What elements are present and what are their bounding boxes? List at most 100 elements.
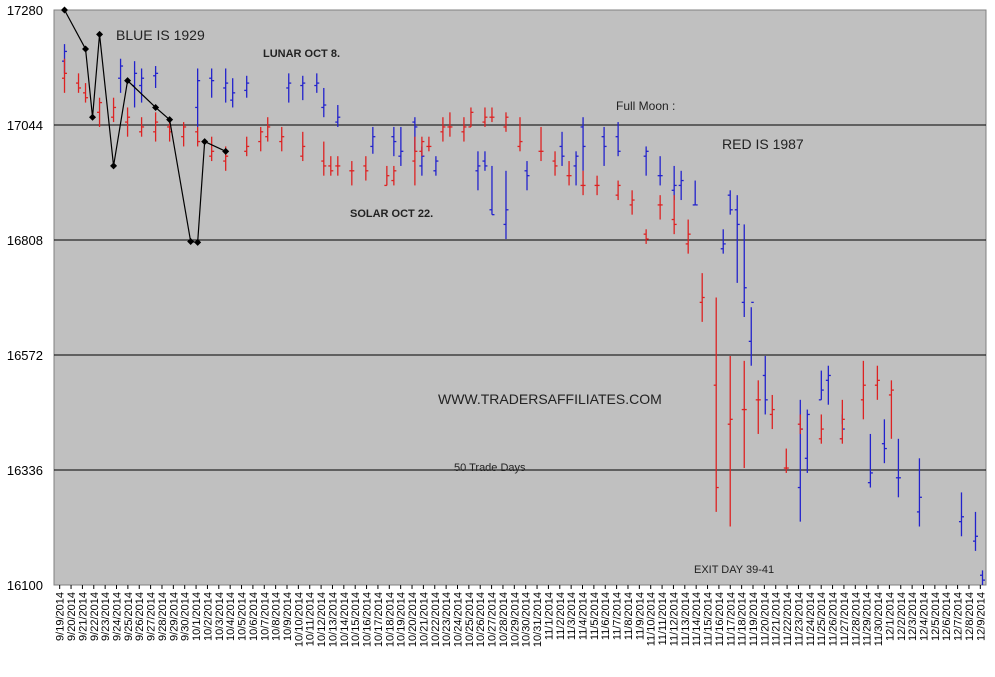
ohlc-bar bbox=[657, 156, 663, 186]
ohlc-bar bbox=[755, 380, 761, 434]
ohlc-bar bbox=[615, 180, 621, 201]
line-marker bbox=[201, 138, 209, 146]
ohlc-bar bbox=[118, 58, 124, 93]
ohlc-bar bbox=[62, 58, 68, 93]
ohlc-bar bbox=[860, 360, 866, 420]
ohlc-bar bbox=[300, 131, 306, 162]
ohlc-bar bbox=[244, 136, 250, 157]
x-tick-label: 11/6/2014 bbox=[600, 592, 612, 640]
ohlc-bar bbox=[244, 75, 250, 98]
annotation-days: 50 Trade Days bbox=[454, 462, 526, 474]
x-tick-label: 9/21/2014 bbox=[77, 592, 89, 641]
ohlc-bar bbox=[713, 297, 719, 512]
ohlc-bar bbox=[678, 170, 684, 201]
ohlc-bar bbox=[643, 229, 649, 244]
ohlc-bar bbox=[727, 355, 733, 527]
y-tick-label: 16808 bbox=[7, 233, 43, 248]
x-tick-label: 10/23/2014 bbox=[441, 592, 453, 647]
ohlc-bar bbox=[468, 107, 474, 128]
ohlc-bar bbox=[762, 355, 768, 415]
x-tick-label: 11/22/2014 bbox=[782, 592, 794, 646]
x-tick-label: 11/28/2014 bbox=[850, 592, 862, 646]
ohlc-bar bbox=[321, 87, 327, 118]
line-marker bbox=[124, 77, 132, 85]
annotation-red: RED IS 1987 bbox=[722, 136, 804, 152]
ohlc-bar bbox=[398, 126, 404, 166]
line-marker bbox=[222, 147, 230, 155]
ohlc-bar bbox=[482, 107, 488, 127]
line-marker bbox=[61, 6, 69, 14]
x-tick-label: 9/24/2014 bbox=[112, 592, 124, 641]
ohlc-bar bbox=[447, 112, 453, 137]
ohlc-bar bbox=[972, 511, 978, 551]
y-tick-label: 16100 bbox=[7, 578, 43, 593]
x-tick-label: 9/27/2014 bbox=[146, 592, 158, 641]
x-tick-label: 11/1/2014 bbox=[543, 592, 555, 640]
x-tick-label: 9/22/2014 bbox=[89, 592, 101, 641]
ohlc-bar bbox=[818, 414, 824, 444]
ohlc-bar bbox=[97, 97, 103, 127]
x-tick-label: 11/26/2014 bbox=[828, 592, 840, 646]
ohlc-bar bbox=[181, 122, 187, 147]
line-marker bbox=[82, 45, 90, 53]
ohlc-bar bbox=[867, 433, 873, 488]
ohlc-bar bbox=[321, 141, 327, 176]
x-tick-label: 9/26/2014 bbox=[134, 592, 146, 641]
ohlc-bar bbox=[601, 126, 607, 166]
ohlc-bar bbox=[692, 180, 698, 206]
series-line bbox=[63, 9, 226, 244]
ohlc-bar bbox=[314, 73, 320, 93]
ohlc-bar bbox=[671, 165, 677, 201]
x-tick-label: 11/13/2014 bbox=[680, 592, 692, 646]
x-tick-label: 10/31/2014 bbox=[532, 592, 544, 647]
ohlc-bar bbox=[195, 126, 201, 147]
x-tick-label: 12/9/2014 bbox=[975, 592, 987, 641]
x-tick-label: 10/12/2014 bbox=[316, 592, 328, 647]
ohlc-bar bbox=[335, 105, 341, 127]
ohlc-bar bbox=[881, 419, 887, 464]
x-tick-label: 10/27/2014 bbox=[487, 592, 499, 647]
ohlc-bar bbox=[209, 136, 215, 162]
ohlc-bar bbox=[615, 122, 621, 157]
ohlc-bar bbox=[573, 151, 579, 186]
ohlc-bar bbox=[685, 219, 691, 254]
x-tick-label: 11/2/2014 bbox=[555, 592, 567, 640]
ohlc-bar bbox=[139, 117, 145, 137]
ohlc-bar bbox=[426, 136, 432, 152]
x-tick-label: 11/19/2014 bbox=[748, 592, 760, 646]
ohlc-bar bbox=[153, 112, 159, 142]
y-tick-label: 16572 bbox=[7, 348, 43, 363]
ohlc-bar bbox=[335, 156, 341, 176]
x-tick-label: 10/11/2014 bbox=[305, 592, 317, 646]
x-tick-label: 10/15/2014 bbox=[350, 592, 362, 647]
x-tick-label: 10/19/2014 bbox=[396, 592, 408, 647]
x-tick-label: 10/1/2014 bbox=[191, 592, 203, 641]
x-tick-label: 10/22/2014 bbox=[430, 592, 442, 647]
ohlc-bar bbox=[741, 224, 747, 317]
ohlc-bar bbox=[384, 165, 390, 187]
y-axis: 17280 17044 16808 16572 16336 16100 bbox=[7, 3, 43, 593]
line-marker bbox=[187, 237, 195, 245]
ohlc-bar bbox=[734, 195, 740, 283]
x-tick-label: 10/18/2014 bbox=[384, 592, 396, 647]
ohlc-bar bbox=[482, 151, 488, 171]
ohlc-bar bbox=[895, 438, 901, 498]
annotation-exit: EXIT DAY 39-41 bbox=[694, 564, 775, 576]
ohlc-bar bbox=[440, 117, 446, 142]
x-tick-label: 10/29/2014 bbox=[509, 592, 521, 647]
x-tick-label: 10/16/2014 bbox=[362, 592, 374, 647]
y-tick-label: 17280 bbox=[7, 3, 43, 18]
x-tick-label: 12/6/2014 bbox=[941, 592, 953, 641]
y-tick-label: 17044 bbox=[7, 118, 43, 133]
ohlc-bar bbox=[419, 136, 425, 157]
x-tick-label: 11/20/2014 bbox=[759, 592, 771, 646]
x-tick-label: 11/25/2014 bbox=[816, 592, 828, 646]
annotation-moon: Full Moon : bbox=[616, 99, 676, 113]
x-tick-label: 10/10/2014 bbox=[293, 592, 305, 647]
ohlc-bar bbox=[139, 68, 145, 103]
ohlc-bar bbox=[748, 301, 754, 366]
ohlc-bar bbox=[916, 458, 922, 527]
x-tick-label: 11/12/2014 bbox=[668, 592, 680, 646]
x-tick-label: 11/17/2014 bbox=[725, 592, 737, 646]
x-tick-label: 12/8/2014 bbox=[964, 592, 976, 641]
